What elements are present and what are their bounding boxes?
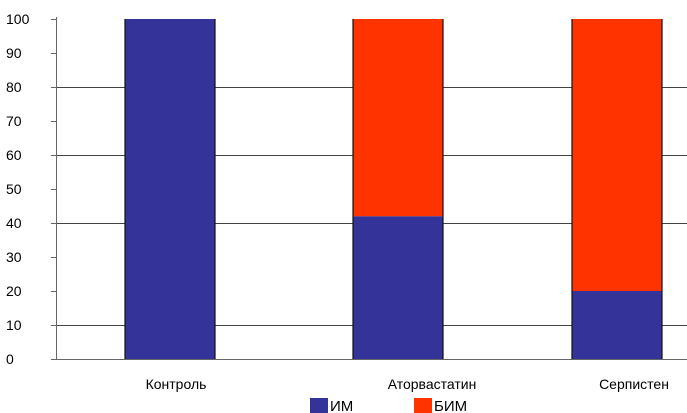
y-tick-label-100: 100	[6, 11, 30, 27]
legend-swatch-im	[310, 398, 328, 413]
legend: ИМ БИМ	[310, 398, 467, 413]
category-label-1: Контроль	[146, 376, 207, 392]
y-tick-label-60: 60	[6, 147, 22, 163]
legend-label-im: ИМ	[330, 398, 353, 413]
y-tick-label-70: 70	[6, 113, 22, 129]
bar-3-im	[572, 291, 662, 359]
y-tick-label-50: 50	[6, 181, 22, 197]
y-tick-label-40: 40	[6, 215, 22, 231]
y-tick-label-80: 80	[6, 79, 22, 95]
legend-label-bim: БИМ	[434, 398, 467, 413]
category-labels: Контроль Аторвастатин Серпистен	[146, 376, 669, 392]
axes	[51, 17, 687, 360]
y-tick-labels: 0 10 20 30 40 50 60 70 80 90 100	[6, 11, 30, 367]
category-label-2: Аторвастатин	[388, 376, 477, 392]
y-tick-label-10: 10	[6, 317, 22, 333]
bar-1-im	[125, 19, 215, 359]
bar-3-bim	[572, 19, 662, 291]
bar-2-im	[353, 216, 443, 359]
bars	[124, 19, 663, 359]
bar-2-bim	[353, 19, 443, 217]
y-tick-label-90: 90	[6, 45, 22, 61]
y-tick-label-30: 30	[6, 249, 22, 265]
y-tick-label-0: 0	[6, 351, 14, 367]
y-tick-label-20: 20	[6, 283, 22, 299]
category-label-3: Серпистен	[599, 376, 669, 392]
legend-swatch-bim	[414, 398, 432, 413]
